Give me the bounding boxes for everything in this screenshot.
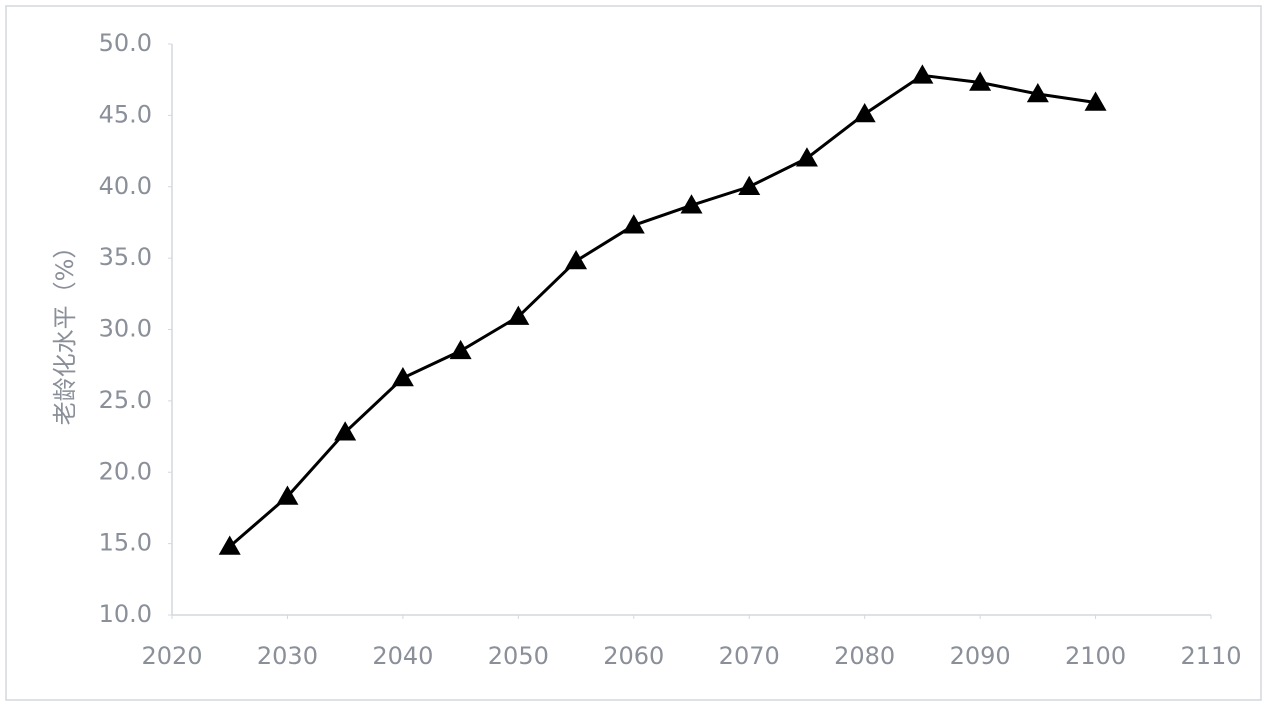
x-tick-label: 2080 xyxy=(834,642,895,670)
y-axis-label: 老龄化水平（%） xyxy=(51,235,79,426)
x-tick-label: 2090 xyxy=(950,642,1011,670)
y-tick-label: 15.0 xyxy=(99,529,152,557)
marker xyxy=(738,175,761,195)
marker xyxy=(507,305,530,325)
y-tick-label: 25.0 xyxy=(99,386,152,414)
y-tick-label: 10.0 xyxy=(99,600,152,628)
y-tick-label: 35.0 xyxy=(99,243,152,271)
x-tick-label: 2070 xyxy=(719,642,780,670)
marker xyxy=(276,485,299,505)
marker xyxy=(218,535,241,555)
marker xyxy=(391,367,414,387)
marker xyxy=(795,147,818,167)
marker xyxy=(969,71,992,91)
x-tick-label: 2060 xyxy=(603,642,664,670)
marker xyxy=(680,194,703,214)
x-tick-label: 2040 xyxy=(372,642,433,670)
y-tick-label: 30.0 xyxy=(99,315,152,343)
y-tick-label: 50.0 xyxy=(99,29,152,57)
x-tick-label: 2110 xyxy=(1180,642,1241,670)
marker xyxy=(565,249,588,270)
x-tick-label: 2100 xyxy=(1065,642,1126,670)
series-line xyxy=(228,73,1096,548)
marker xyxy=(853,102,876,123)
marker xyxy=(334,421,357,441)
chart-frame xyxy=(5,5,1262,701)
marker xyxy=(911,64,934,84)
marker xyxy=(1026,82,1049,103)
x-tick-label: 2030 xyxy=(257,642,318,670)
marker xyxy=(449,339,472,360)
y-tick-label: 40.0 xyxy=(99,172,152,200)
marker xyxy=(1084,91,1107,111)
x-tick-label: 2020 xyxy=(141,642,202,670)
x-tick-label: 2050 xyxy=(488,642,549,670)
y-tick-label: 20.0 xyxy=(99,457,152,485)
y-tick-label: 45.0 xyxy=(99,100,152,128)
marker xyxy=(622,214,645,234)
